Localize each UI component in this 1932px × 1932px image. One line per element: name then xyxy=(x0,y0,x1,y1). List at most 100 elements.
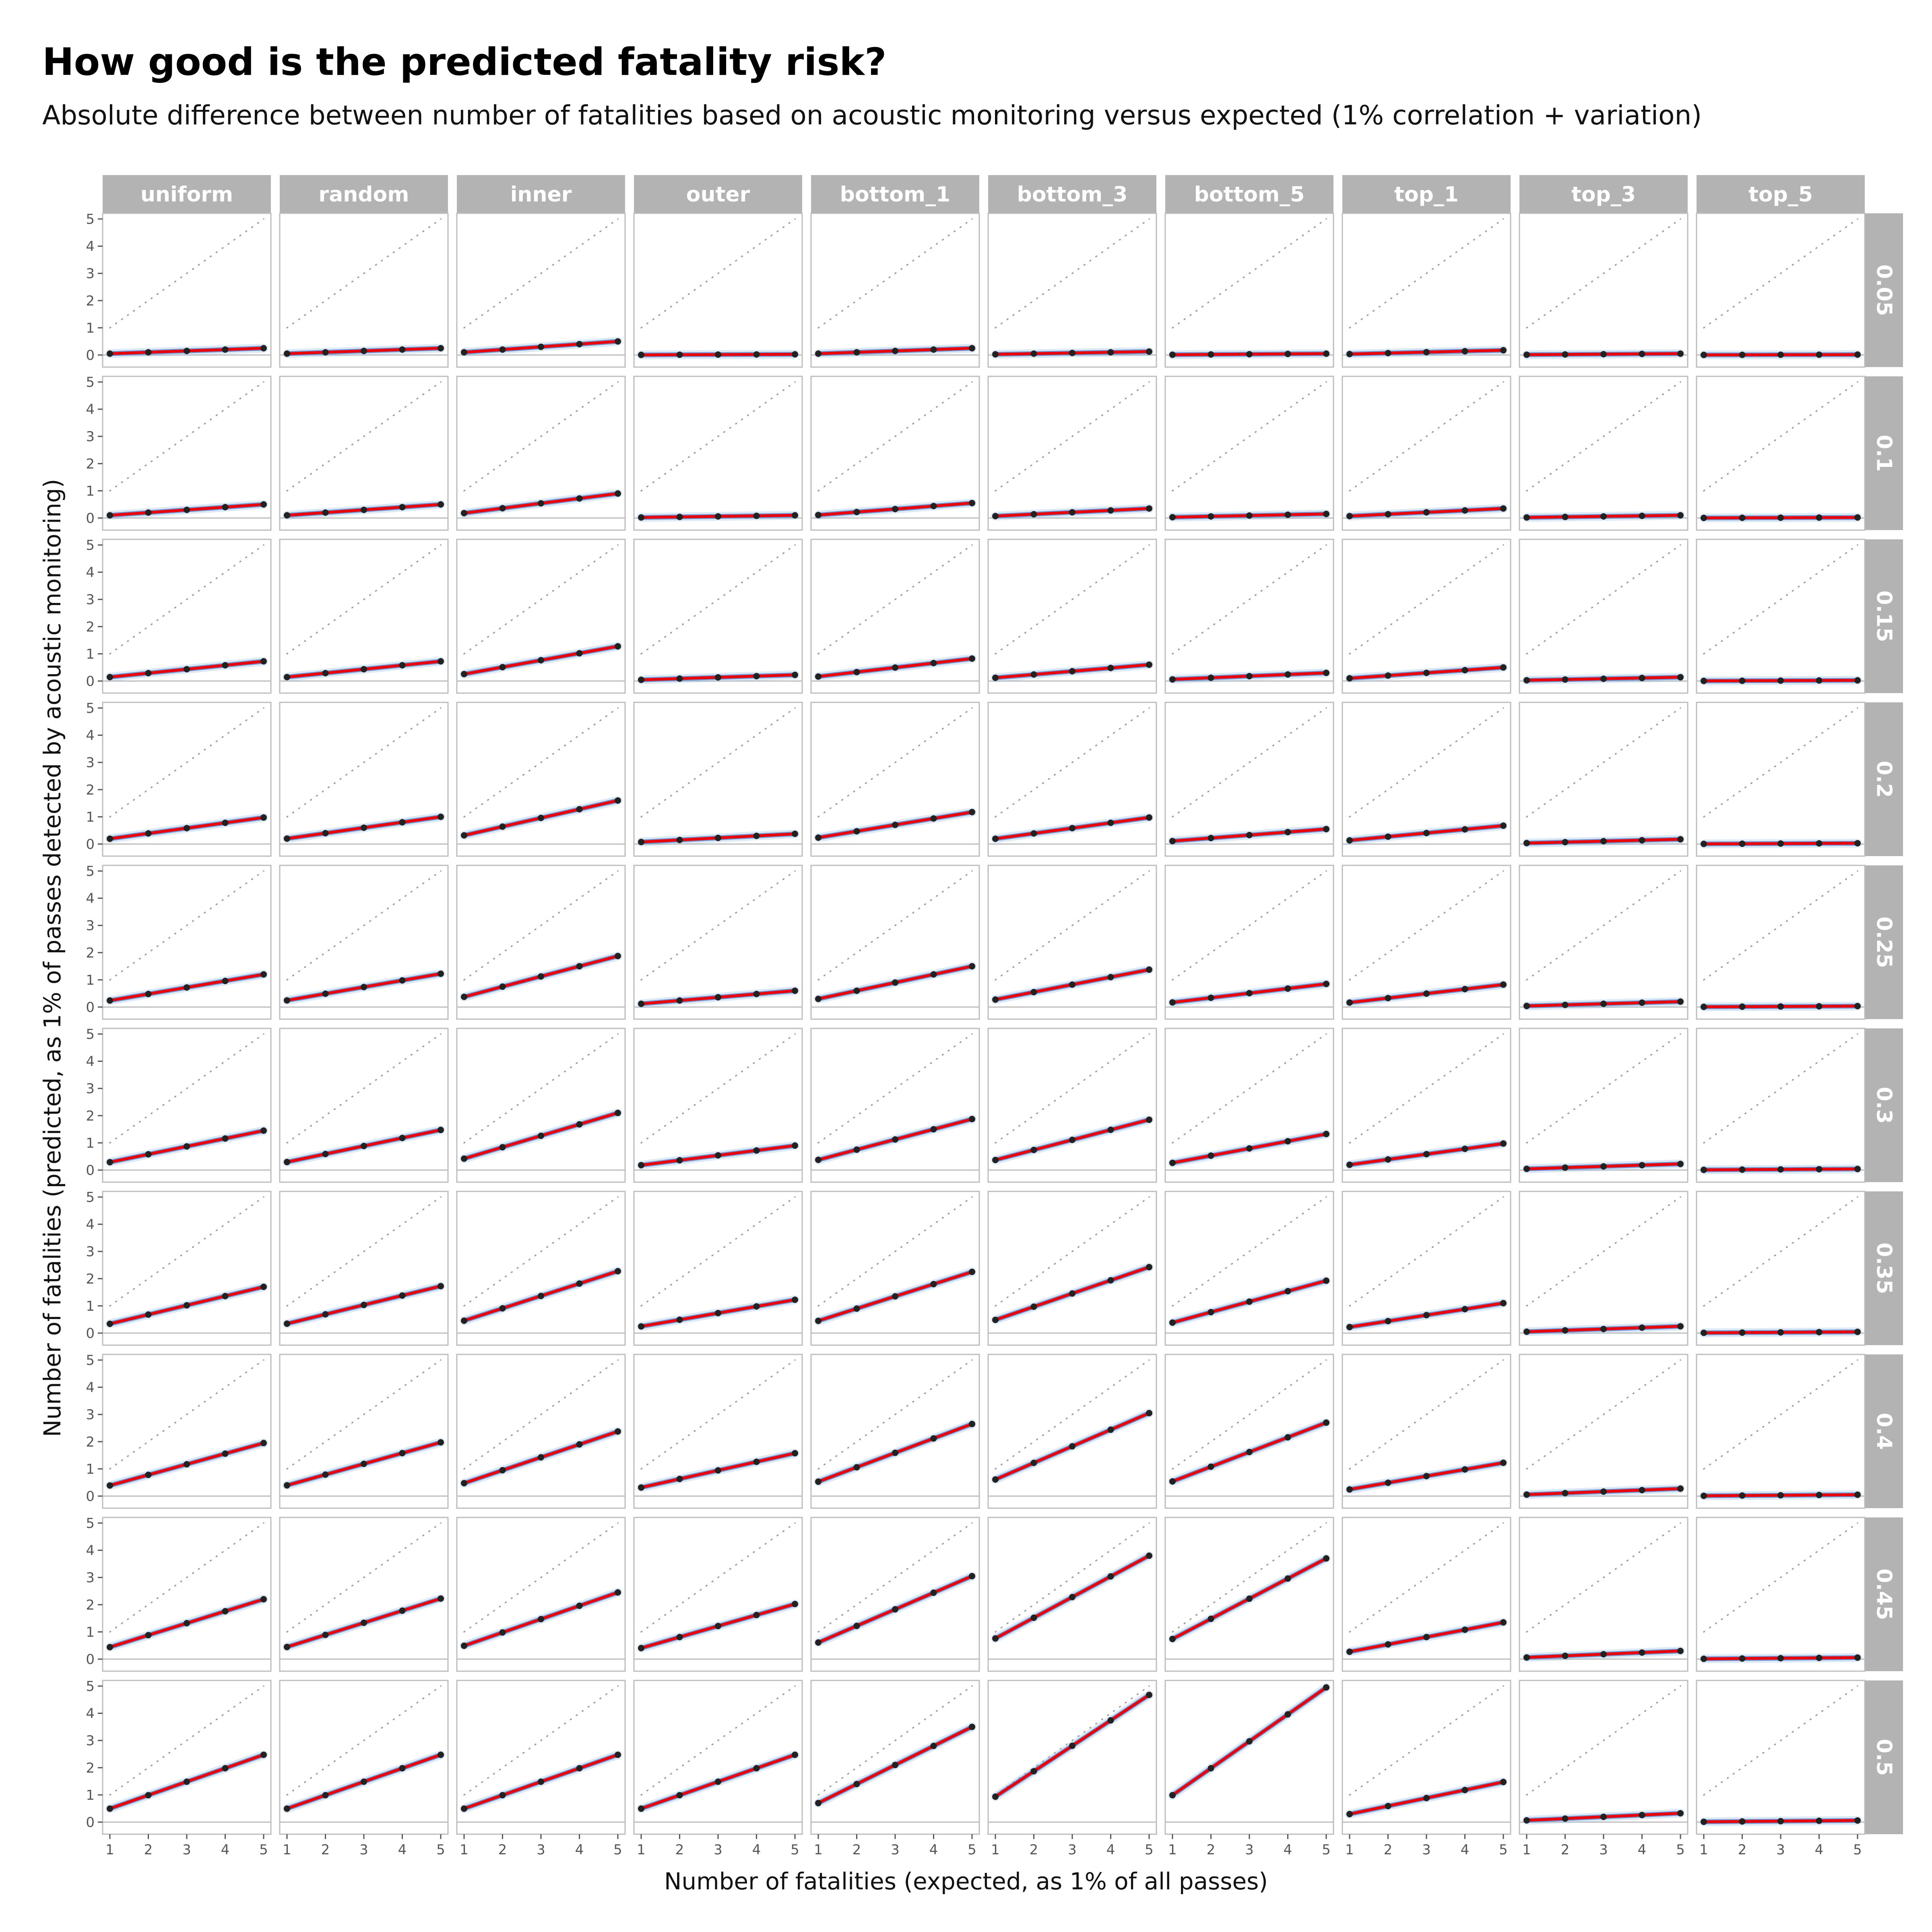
data-point xyxy=(499,1467,506,1474)
column-label-inner: inner xyxy=(510,183,572,207)
data-point xyxy=(1169,676,1176,683)
data-point xyxy=(1562,676,1569,683)
reference-line xyxy=(1526,1359,1681,1470)
data-point xyxy=(815,350,822,357)
reference-line xyxy=(463,544,619,655)
panel-bottom_1-0.2 xyxy=(810,702,980,857)
reference-line xyxy=(995,1522,1150,1633)
x-tick-label: 5 xyxy=(1145,1842,1154,1858)
panel-frame xyxy=(1696,376,1866,531)
reference-line xyxy=(817,1359,973,1470)
data-point xyxy=(992,835,999,842)
x-tick-label: 1 xyxy=(1168,1842,1177,1858)
panel-frame xyxy=(102,213,272,368)
data-point xyxy=(260,1440,267,1447)
data-point xyxy=(1600,1325,1607,1332)
row-label-0.05: 0.05 xyxy=(1872,264,1896,316)
panel-inner-0.15 xyxy=(456,539,626,694)
data-point xyxy=(1146,1116,1152,1123)
x-tick-label: 2 xyxy=(1384,1842,1393,1858)
data-point xyxy=(576,1441,583,1448)
data-point xyxy=(1246,512,1253,519)
data-point xyxy=(676,675,683,682)
reference-line xyxy=(109,1033,264,1144)
panel-top_5-0.25 xyxy=(1696,865,1866,1020)
y-tick-label: 2 xyxy=(86,1597,95,1613)
data-point xyxy=(399,1135,406,1141)
data-point xyxy=(853,987,860,994)
data-point xyxy=(638,676,644,683)
data-point xyxy=(1030,1146,1037,1153)
data-point xyxy=(538,973,544,980)
x-tick-label: 3 xyxy=(714,1842,722,1858)
data-point xyxy=(892,822,898,828)
data-point xyxy=(792,1450,798,1457)
column-label-bottom_5: bottom_5 xyxy=(1194,183,1305,207)
reference-line xyxy=(1703,1685,1858,1796)
panel-frame xyxy=(1164,376,1334,531)
y-tick-label: 1 xyxy=(86,1298,95,1314)
data-point xyxy=(1500,1459,1507,1466)
data-point xyxy=(1461,348,1468,355)
x-tick-label: 3 xyxy=(1422,1842,1431,1858)
data-point xyxy=(1323,980,1329,987)
reference-line xyxy=(286,1522,442,1633)
data-point xyxy=(1523,514,1530,521)
data-point xyxy=(1500,347,1507,354)
data-point xyxy=(1107,1426,1114,1433)
data-point xyxy=(107,1482,113,1489)
data-point xyxy=(1854,1654,1861,1661)
data-point xyxy=(615,1110,621,1117)
y-tick-label: 4 xyxy=(86,1380,95,1396)
reference-line xyxy=(1349,1685,1504,1796)
reference-line xyxy=(1172,707,1327,818)
data-point xyxy=(1423,1795,1430,1802)
data-point xyxy=(461,993,467,1000)
reference-line xyxy=(109,870,264,981)
x-tick-label: 3 xyxy=(1068,1842,1077,1858)
data-point xyxy=(1777,1818,1784,1825)
reference-line xyxy=(640,1196,796,1307)
x-tick-label: 5 xyxy=(259,1842,268,1858)
data-point xyxy=(1346,513,1353,520)
data-point xyxy=(1246,673,1253,679)
data-point xyxy=(1739,1166,1746,1173)
y-tick-label: 4 xyxy=(86,1054,95,1070)
data-point xyxy=(1246,1449,1253,1455)
reference-line xyxy=(463,707,619,818)
data-point xyxy=(992,674,999,681)
data-point xyxy=(1284,351,1291,357)
reference-line xyxy=(1349,1033,1504,1144)
data-point xyxy=(1739,514,1746,521)
data-point xyxy=(815,1478,822,1485)
panel-random-0.2 xyxy=(279,702,449,857)
data-point xyxy=(1777,677,1784,684)
panel-inner-0.1 xyxy=(456,376,626,531)
data-point xyxy=(853,509,860,516)
data-point xyxy=(1677,674,1684,681)
data-point xyxy=(1323,1131,1329,1137)
row-strip-0.5 xyxy=(1865,1680,1903,1834)
panel-frame xyxy=(1164,1517,1334,1672)
data-point xyxy=(1777,840,1784,847)
y-tick-label: 0 xyxy=(86,1325,95,1342)
data-point xyxy=(184,984,190,991)
reference-line xyxy=(817,544,973,655)
panel-bottom_5-0.25 xyxy=(1164,865,1334,1020)
data-point xyxy=(145,1632,152,1639)
column-strip-inner xyxy=(457,175,625,213)
data-point xyxy=(792,1751,798,1758)
panel-frame xyxy=(810,1517,980,1672)
data-point xyxy=(399,977,406,984)
reference-line xyxy=(1703,1033,1858,1144)
x-tick-label: 3 xyxy=(537,1842,545,1858)
data-point xyxy=(753,832,760,839)
data-point xyxy=(1146,814,1152,821)
y-tick-label: 2 xyxy=(86,1434,95,1450)
data-point xyxy=(438,1283,444,1290)
reference-line xyxy=(640,1685,796,1796)
data-point xyxy=(1500,1779,1507,1785)
data-point xyxy=(992,996,999,1003)
reference-line xyxy=(1526,870,1681,981)
data-point xyxy=(1246,1145,1253,1152)
